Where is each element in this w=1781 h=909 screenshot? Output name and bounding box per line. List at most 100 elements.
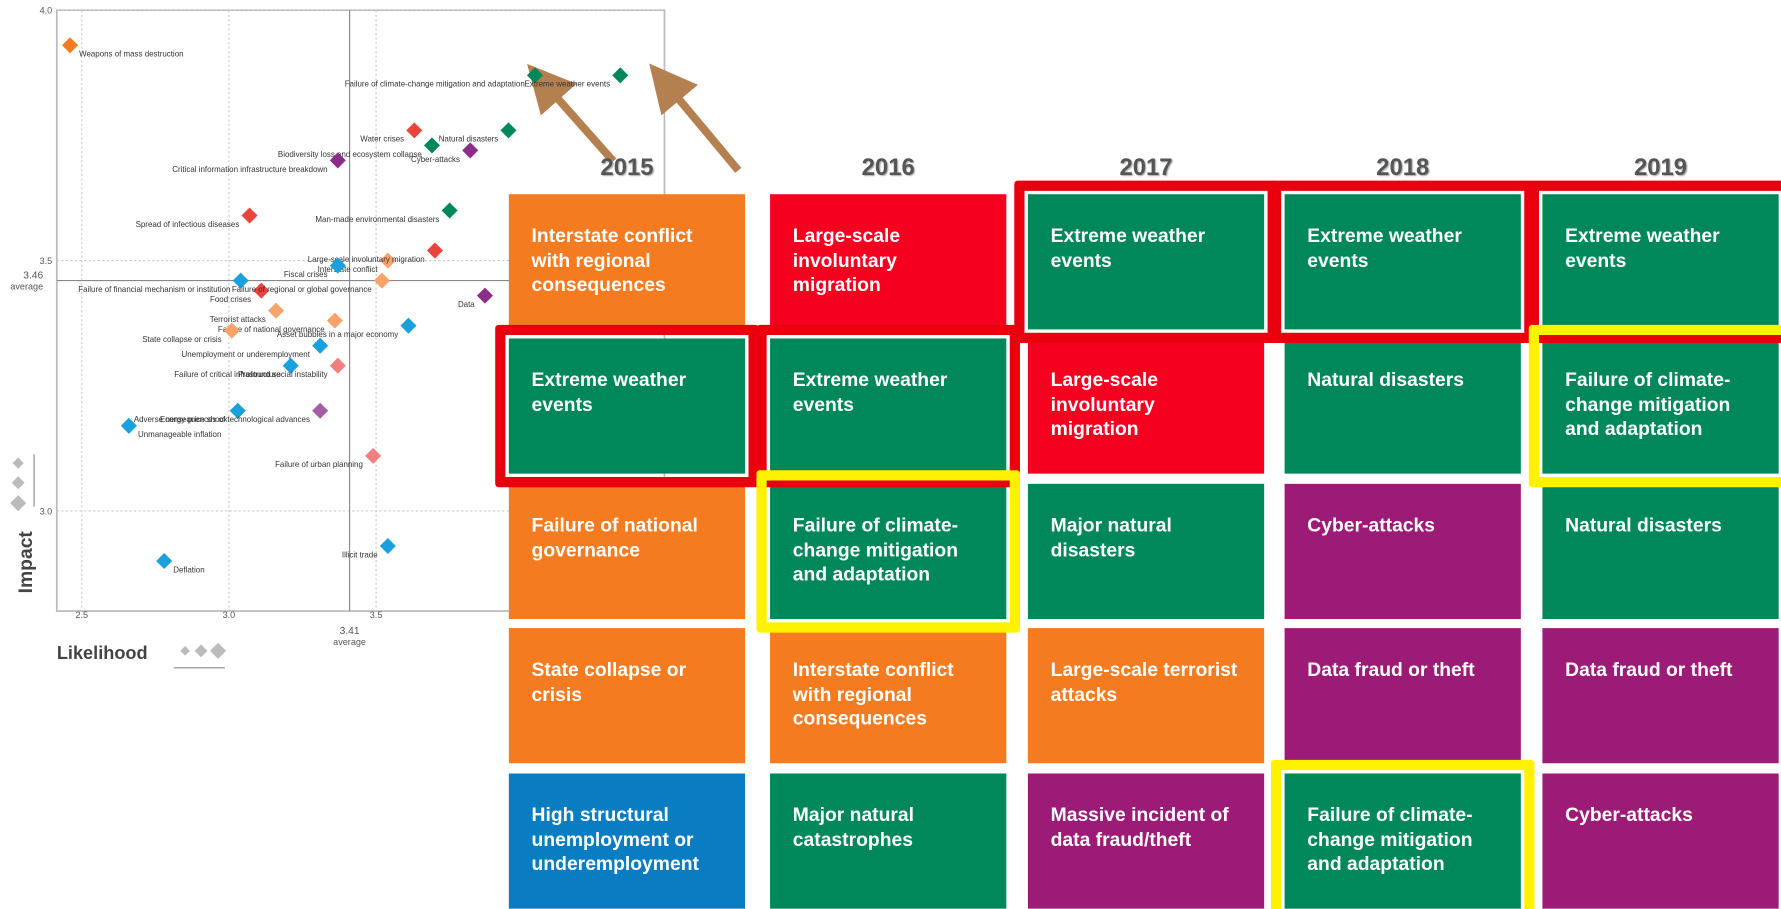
- point-label: Unemployment or underemployment: [182, 350, 311, 359]
- point-label: State collapse or crisis: [142, 335, 221, 344]
- highlight-frame: [756, 470, 1020, 633]
- year-header: 2018: [1376, 154, 1430, 181]
- point-label: Man-made environmental disasters: [315, 215, 439, 224]
- point-label: Failure of critical infrastructure: [174, 370, 281, 379]
- point: [379, 537, 396, 555]
- point: [120, 417, 137, 434]
- point: [426, 242, 443, 259]
- highlight-frame: [1270, 180, 1535, 344]
- risk-cell: Failure of climate-change mitigation and…: [1542, 338, 1779, 474]
- point: [441, 202, 458, 219]
- year-header: 2016: [861, 154, 915, 181]
- year-header: 2017: [1119, 154, 1173, 181]
- point: [612, 67, 629, 84]
- point: [241, 207, 258, 224]
- risk-cell: Extreme weather events: [1542, 194, 1779, 330]
- risk-cell: Large-scale terrorist attacks: [1027, 628, 1265, 764]
- x-tick-label: 3.0: [223, 610, 236, 620]
- point: [312, 402, 329, 419]
- risk-cell: Data fraud or theft: [1542, 628, 1779, 764]
- point-label: Failure of urban planning: [275, 460, 363, 469]
- point-label: Natural disasters: [439, 135, 499, 144]
- arrow: [527, 63, 617, 164]
- y-tick-label: 3.0: [40, 506, 53, 516]
- y-tick-label: 4.0: [40, 6, 53, 16]
- point: [373, 272, 390, 289]
- point-label: Failure of regional or global governance: [232, 285, 372, 294]
- point-label: Extreme weather events: [524, 80, 610, 89]
- risk-cell: Extreme weather events: [1284, 194, 1521, 330]
- point-label: Adverse consequences of technological ad…: [134, 415, 310, 424]
- point-label: Asset bubbles in a major economy: [277, 330, 398, 339]
- point: [329, 357, 346, 374]
- point-label: Interstate conflict: [318, 265, 379, 274]
- legend-icons: [10, 454, 227, 669]
- point-label: Biodiversity loss and ecosystem collapse: [278, 150, 422, 159]
- y-average-label: average: [10, 282, 43, 292]
- point: [406, 122, 423, 139]
- point: [400, 317, 417, 334]
- point: [312, 337, 329, 354]
- risk-cell: High structural unemployment or underemp…: [508, 773, 746, 909]
- point-label: Illicit trade: [342, 550, 378, 559]
- year-header: 2015: [600, 154, 654, 181]
- risk-cell: Extreme weather events: [508, 338, 746, 474]
- point: [326, 312, 343, 329]
- risk-cell: Extreme weather events: [770, 338, 1007, 474]
- highlight-frame: [1528, 324, 1781, 488]
- x-axis-label: Likelihood: [57, 643, 148, 663]
- risk-cell: Cyber-attacks: [1284, 483, 1521, 620]
- point-label: Weapons of mass destruction: [79, 50, 183, 59]
- x-tick-label: 2.5: [75, 610, 88, 620]
- point-label: Deflation: [173, 565, 204, 574]
- risk-cell: Large-scale involuntary migration: [770, 194, 1007, 330]
- point: [476, 287, 493, 304]
- arrow: [649, 63, 742, 173]
- risk-cell: Extreme weather events: [1027, 194, 1265, 330]
- x-average-label: average: [333, 637, 366, 647]
- point-label: Profound social instability: [238, 370, 328, 379]
- point: [423, 137, 441, 154]
- x-average-value: 3.41: [340, 626, 360, 637]
- risk-cell: Cyber-attacks: [1542, 773, 1779, 909]
- point: [156, 552, 173, 570]
- risk-cell: Failure of climate-change mitigation and…: [770, 483, 1007, 620]
- highlight-frame: [495, 324, 759, 488]
- point-label: Unmanageable inflation: [138, 430, 221, 439]
- point: [500, 122, 517, 139]
- risk-cell: Failure of national governance: [508, 483, 746, 620]
- risk-cell: Natural disasters: [1284, 338, 1521, 474]
- point-label: Data: [458, 300, 475, 309]
- risk-cell: Major natural catastrophes: [770, 773, 1007, 909]
- point-label: Large-scale involuntary migration: [308, 255, 425, 264]
- point-label: Failure of national governance: [218, 325, 325, 334]
- point: [267, 302, 285, 319]
- highlight-frame: [756, 324, 1020, 488]
- risk-cell: Interstate conflict with regional conseq…: [770, 628, 1007, 764]
- point-label: Water crises: [360, 135, 404, 144]
- point-label: Spread of infectious diseases: [136, 220, 240, 229]
- point: [62, 37, 79, 54]
- risk-cell: Failure of climate-change mitigation and…: [1284, 773, 1521, 909]
- point-label: Cyber-attacks: [411, 155, 460, 164]
- point-label: Fiscal crises: [284, 270, 328, 279]
- risk-cell: Massive incident of data fraud/theft: [1027, 773, 1265, 909]
- y-tick-label: 3.5: [40, 256, 53, 266]
- y-average-value: 3.46: [23, 270, 43, 281]
- risk-cell: State collapse or crisis: [508, 628, 746, 764]
- point: [462, 142, 479, 159]
- point-label: Failure of climate-change mitigation and…: [345, 80, 525, 89]
- highlight-frame: [1014, 180, 1278, 344]
- point-label: Energy price shock: [160, 415, 228, 424]
- point-label: Failure of financial mechanism or instit…: [78, 285, 230, 294]
- highlight-frame: [1528, 180, 1781, 344]
- point-label: Critical information infrastructure brea…: [172, 165, 327, 174]
- point-label: Food crises: [210, 295, 251, 304]
- x-tick-label: 3.5: [370, 610, 383, 620]
- year-header: 2019: [1634, 154, 1688, 181]
- highlight-frame: [1270, 759, 1535, 909]
- y-axis-label: Impact: [16, 531, 37, 594]
